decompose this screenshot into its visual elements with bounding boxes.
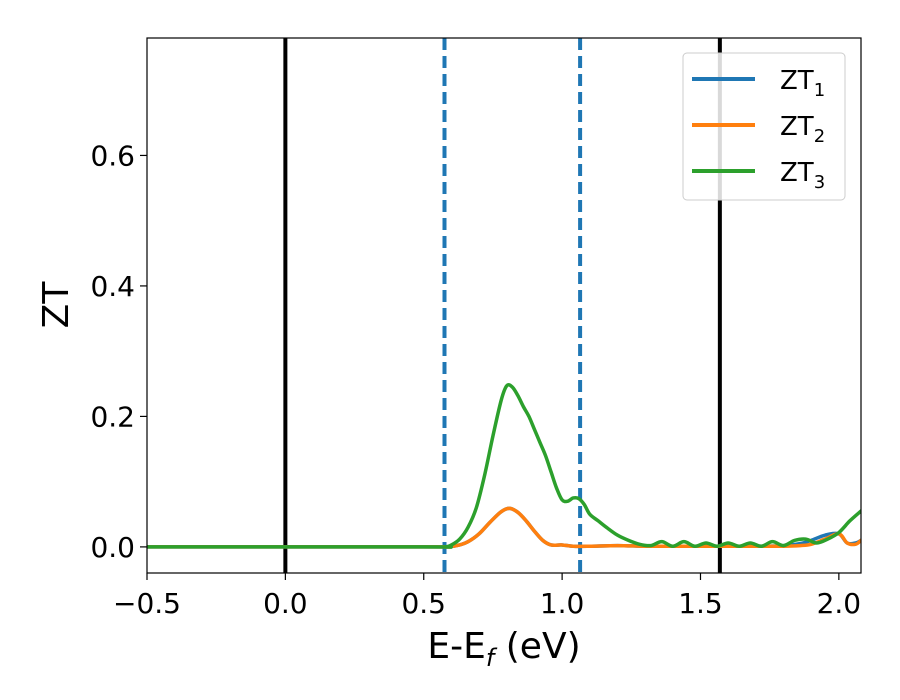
legend-label-zt2: ZT2: [780, 112, 825, 147]
y-axis-ticks: 0.0 0.2 0.4 0.6: [90, 139, 147, 564]
y-tick-label-0: 0.0: [90, 531, 135, 564]
series-line-zt2: [147, 506, 861, 549]
x-axis-ticks: −0.5 0.0 0.5 1.0 1.5 2.0: [113, 573, 861, 620]
legend-box: [682, 52, 846, 201]
x-tick-label-0: −0.5: [113, 587, 181, 620]
x-axis-label: E-Ef (eV): [427, 626, 580, 672]
series-line-zt3: [147, 383, 861, 549]
plot-frame: [146, 37, 862, 574]
y-tick-label-3: 0.6: [90, 139, 135, 172]
x-tick-label-5: 2.0: [817, 587, 862, 620]
x-tick-label-2: 0.5: [401, 587, 446, 620]
x-tick-label-3: 1.0: [540, 587, 585, 620]
x-tick-label-1: 0.0: [263, 587, 308, 620]
legend: ZT1 ZT2 ZT3: [682, 52, 846, 201]
legend-label-zt1: ZT1: [780, 66, 825, 101]
legend-label-zt3: ZT3: [780, 158, 825, 193]
series-lines: [147, 383, 861, 549]
y-tick-label-2: 0.4: [90, 270, 135, 303]
y-axis-label: ZT: [36, 281, 77, 329]
y-tick-label-1: 0.2: [90, 400, 135, 433]
x-tick-label-4: 1.5: [678, 587, 723, 620]
